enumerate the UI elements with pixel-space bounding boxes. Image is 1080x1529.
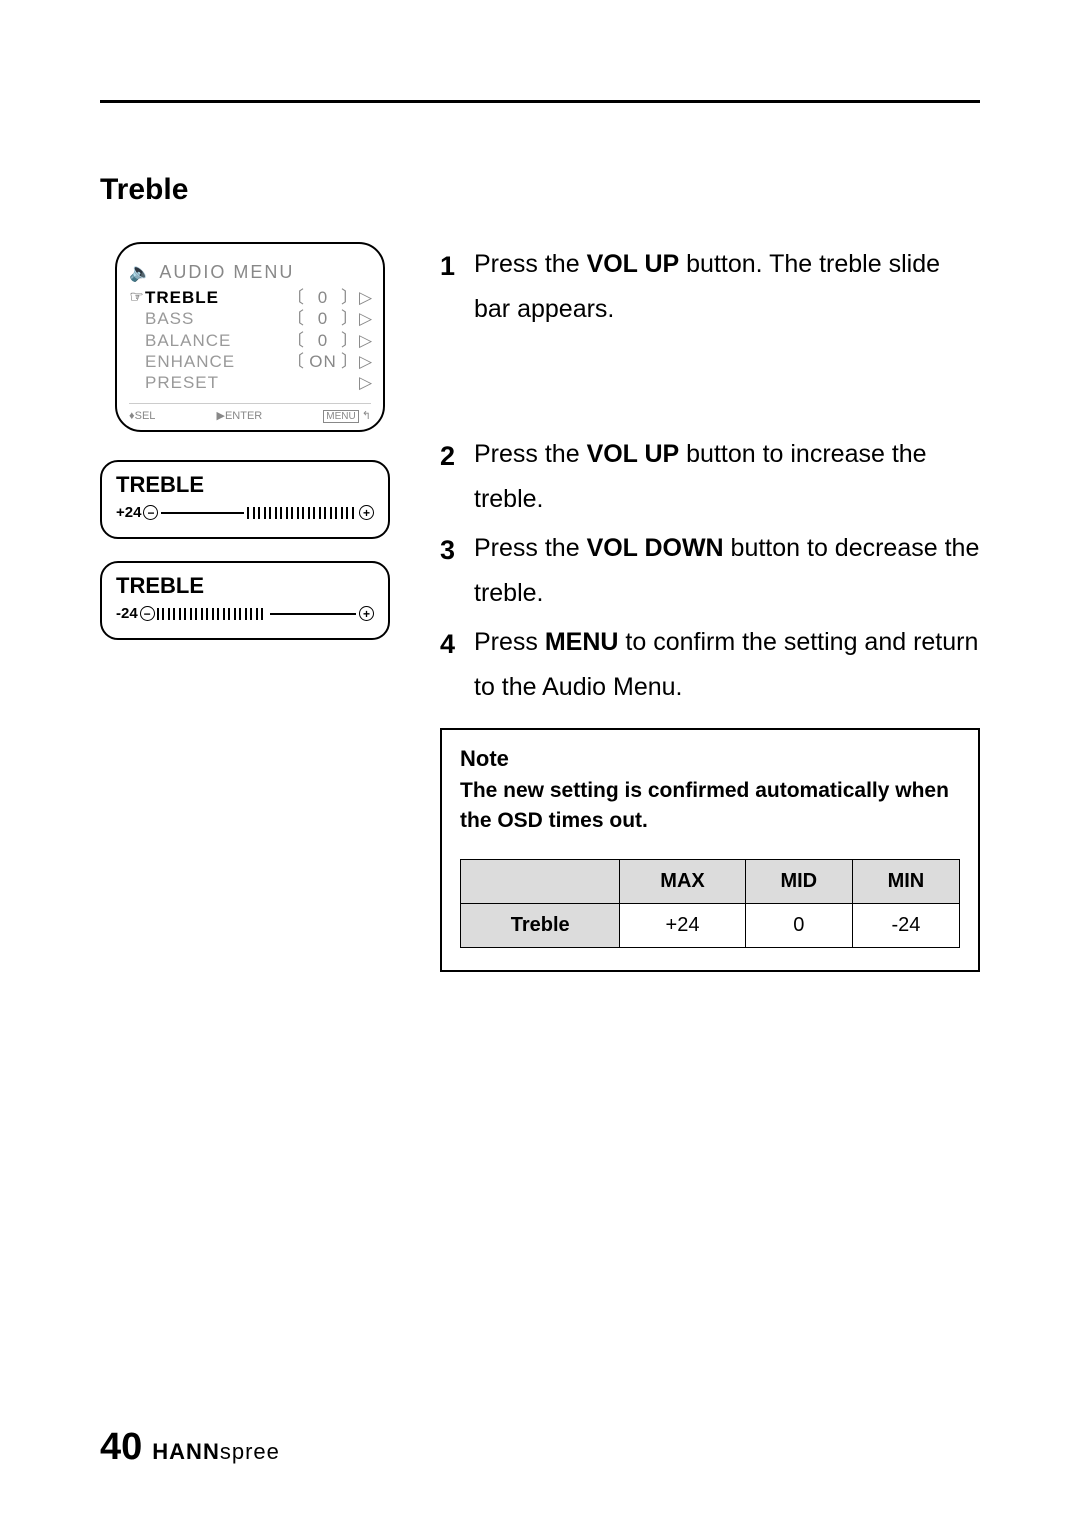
page-footer: 40 HANNspree [100,1426,280,1469]
minus-icon: − [140,606,155,621]
right-column: 1 Press the VOL UP button. The treble sl… [440,242,980,972]
section-title: Treble [100,173,980,207]
menu-row-treble: ☞ TREBLE 〔0〕 ▷ [129,287,371,308]
treble-slider-max: TREBLE +24 − + [100,460,390,539]
triangle-right-icon: ▷ [359,330,371,351]
note-box: Note The new setting is confirmed automa… [440,728,980,972]
brand-logo: HANNspree [152,1439,280,1465]
audio-menu-footer: ♦SEL ▶ENTER MENU ↰ [129,403,371,422]
audio-menu-title: AUDIO MENU [159,262,294,283]
two-column-layout: 🔈 AUDIO MENU ☞ TREBLE 〔0〕 ▷ BASS 〔0〕 ▷ [100,242,980,972]
steps-group-1: 1 Press the VOL UP button. The treble sl… [440,242,980,332]
slider-bar: +24 − + [116,504,374,521]
treble-range-table: MAX MID MIN Treble +24 0 -24 [460,859,960,948]
triangle-right-icon: ▷ [359,351,371,372]
treble-slider-min: TREBLE -24 − + [100,561,390,640]
slider-fill [247,506,357,520]
step-item: 2 Press the VOL UP button to increase th… [440,432,980,522]
footer-menu: MENU ↰ [323,409,371,422]
step-item: 3 Press the VOL DOWN button to decrease … [440,526,980,616]
minus-icon: − [143,505,158,520]
audio-menu-box: 🔈 AUDIO MENU ☞ TREBLE 〔0〕 ▷ BASS 〔0〕 ▷ [115,242,385,432]
audio-menu-header: 🔈 AUDIO MENU [129,262,371,283]
left-column: 🔈 AUDIO MENU ☞ TREBLE 〔0〕 ▷ BASS 〔0〕 ▷ [100,242,400,972]
slider-title: TREBLE [116,573,374,599]
menu-row-bass: BASS 〔0〕 ▷ [129,308,371,329]
step-item: 1 Press the VOL UP button. The treble sl… [440,242,980,332]
top-rule [100,100,980,103]
menu-row-preset: PRESET 〔〕 ▷ [129,372,371,393]
slider-title: TREBLE [116,472,374,498]
plus-icon: + [359,505,374,520]
speaker-icon: 🔈 [129,262,153,283]
menu-row-enhance: ENHANCE 〔ON〕 ▷ [129,351,371,372]
menu-row-balance: BALANCE 〔0〕 ▷ [129,330,371,351]
plus-icon: + [359,606,374,621]
page-number: 40 [100,1426,142,1469]
triangle-right-icon: ▷ [359,287,371,308]
steps-group-2: 2 Press the VOL UP button to increase th… [440,432,980,710]
note-title: Note [460,746,960,772]
slider-fill [157,607,267,621]
note-text: The new setting is confirmed automatical… [460,776,960,837]
slider-bar: -24 − + [116,605,374,622]
manual-page: Treble 🔈 AUDIO MENU ☞ TREBLE 〔0〕 ▷ BASS [0,0,1080,1529]
footer-enter: ▶ENTER [216,409,262,422]
triangle-right-icon: ▷ [359,372,371,393]
table-header-row: MAX MID MIN [461,859,960,903]
hand-pointer-icon: ☞ [129,288,145,308]
footer-sel: ♦SEL [129,410,155,422]
triangle-right-icon: ▷ [359,308,371,329]
table-row: Treble +24 0 -24 [461,903,960,947]
step-item: 4 Press MENU to confirm the setting and … [440,620,980,710]
